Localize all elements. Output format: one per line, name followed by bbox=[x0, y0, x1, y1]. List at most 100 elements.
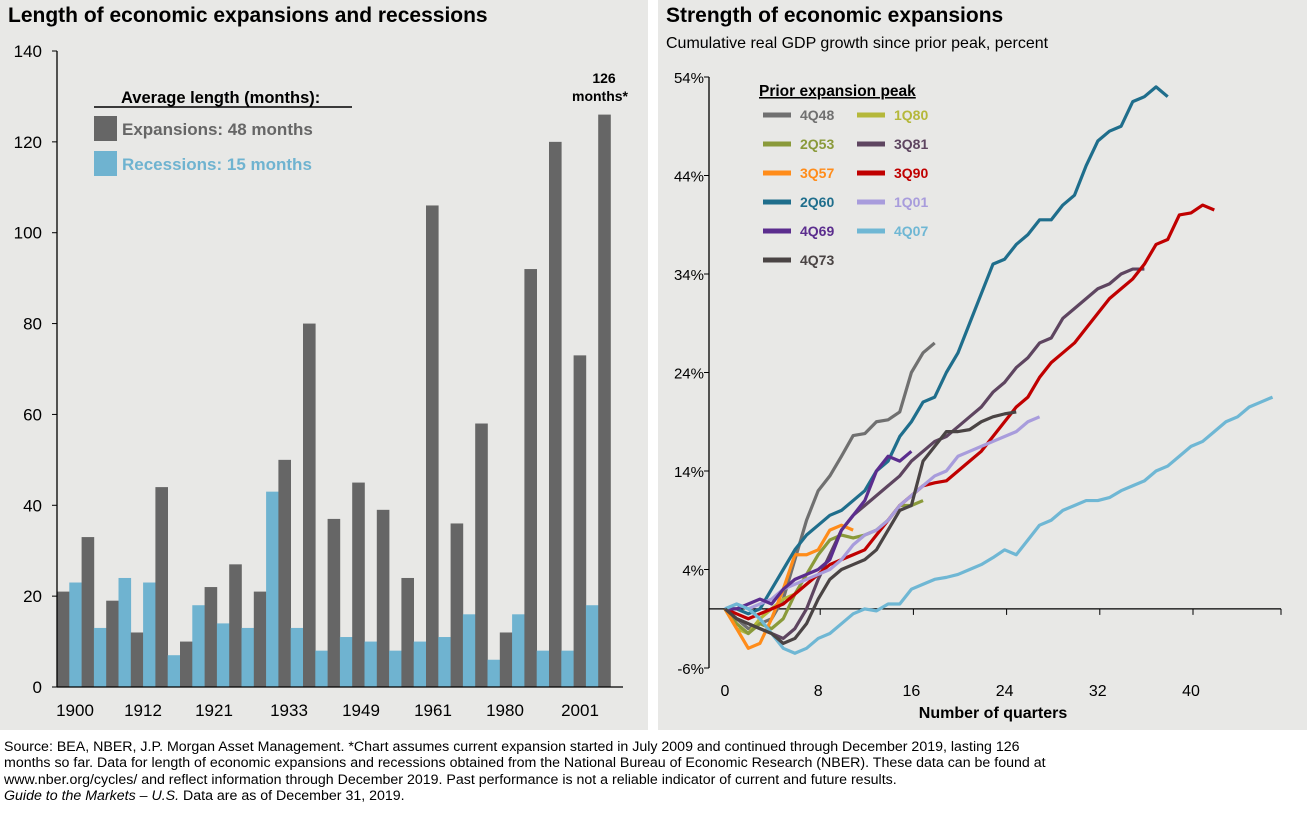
x-tick-label: 8 bbox=[814, 683, 823, 700]
expansion-bar bbox=[499, 632, 513, 687]
expansion-bar bbox=[204, 587, 218, 687]
series-line-4Q07 bbox=[724, 395, 1274, 655]
guide-title: Guide to the Markets – U.S. bbox=[4, 787, 180, 804]
legend-label: 3Q90 bbox=[894, 165, 928, 181]
y-tick-label: 54% bbox=[674, 70, 704, 87]
legend-label: Expansions: 48 months bbox=[122, 120, 313, 139]
recession-bar bbox=[413, 641, 427, 687]
expansion-bar bbox=[180, 641, 193, 687]
recession-bar bbox=[266, 491, 279, 687]
expansion-bar bbox=[376, 509, 390, 687]
x-tick-label: 16 bbox=[903, 683, 921, 700]
x-tick-label: 1980 bbox=[486, 701, 524, 720]
expansion-bar bbox=[426, 205, 439, 687]
line-chart: -6% 4% 14% 24% 34% 44% 54% 0 8 16 24 32 40 Number of … bbox=[674, 70, 1282, 722]
y-tick-label: 80 bbox=[23, 315, 42, 334]
source-note: Source: BEA, NBER, J.P. Morgan Asset Man… bbox=[4, 739, 1046, 788]
legend-label: 4Q69 bbox=[800, 223, 834, 239]
expansion-bar bbox=[549, 141, 562, 687]
legend-label: 1Q01 bbox=[894, 194, 928, 210]
y-tick-label: 4% bbox=[682, 563, 704, 580]
x-axis-label: Number of quarters bbox=[919, 705, 1068, 722]
x-tick-label: 1933 bbox=[270, 701, 308, 720]
y-tick-label: 60 bbox=[23, 405, 42, 424]
expansion-bar bbox=[130, 632, 144, 687]
expansion-bar bbox=[450, 523, 464, 687]
expansion-bar bbox=[253, 591, 267, 687]
x-tick-label: 0 bbox=[721, 683, 730, 700]
expansion-bar bbox=[106, 600, 119, 687]
y-tick-label: 40 bbox=[23, 496, 42, 515]
left-chart-title: Length of economic expansions and recess… bbox=[8, 4, 488, 27]
recession-bar bbox=[118, 577, 132, 687]
legend-label: 4Q48 bbox=[800, 107, 834, 123]
series-line-1Q01 bbox=[724, 415, 1041, 611]
recession-bar bbox=[339, 637, 353, 687]
recession-bar bbox=[462, 614, 476, 687]
x-tick-label: 1921 bbox=[195, 701, 233, 720]
y-tick-label: 24% bbox=[674, 366, 704, 383]
recession-bar bbox=[241, 627, 255, 687]
expansion-bar bbox=[229, 564, 242, 687]
series-line-4Q69 bbox=[725, 450, 913, 611]
legend-swatch bbox=[94, 151, 117, 176]
recession-bar bbox=[167, 655, 181, 687]
y-tick-label: 34% bbox=[674, 267, 704, 284]
annotation-label: 126 bbox=[592, 70, 616, 86]
recession-bar bbox=[143, 582, 156, 687]
legend-title: Prior expansion peak bbox=[759, 83, 916, 100]
recession-bar bbox=[315, 650, 328, 687]
recession-bar bbox=[389, 650, 402, 687]
x-tick-label: 32 bbox=[1089, 683, 1107, 700]
x-tick-label: 24 bbox=[996, 683, 1014, 700]
expansion-bar bbox=[352, 482, 365, 687]
expansion-bar bbox=[81, 537, 95, 687]
series-line-3Q57 bbox=[723, 523, 854, 650]
series-line-3Q90 bbox=[724, 203, 1215, 621]
series-line-4Q73 bbox=[723, 410, 1017, 645]
right-chart-subtitle: Cumulative real GDP growth since prior p… bbox=[666, 35, 1049, 52]
expansion-bar bbox=[303, 323, 316, 687]
recession-bar bbox=[585, 605, 599, 687]
recession-bar bbox=[512, 614, 525, 687]
expansion-bar bbox=[524, 269, 537, 687]
series-line-3Q81 bbox=[723, 267, 1145, 641]
expansion-bar bbox=[401, 577, 414, 687]
legend-label: 4Q73 bbox=[800, 252, 834, 268]
y-tick-label: 44% bbox=[674, 169, 704, 186]
expansions-recessions-panel: Length of economic expansions and recess… bbox=[0, 0, 648, 730]
x-tick-label: 40 bbox=[1182, 683, 1200, 700]
y-tick-label: 140 bbox=[14, 42, 42, 61]
expansion-bar bbox=[327, 518, 341, 687]
recession-bar bbox=[69, 582, 82, 687]
footer-source: Source: BEA, NBER, J.P. Morgan Asset Man… bbox=[4, 739, 1064, 804]
expansion-bar bbox=[573, 355, 587, 687]
legend-label: 3Q81 bbox=[894, 136, 928, 152]
recession-bar bbox=[216, 623, 230, 687]
y-tick-label: 14% bbox=[674, 464, 704, 481]
series-line-2Q60 bbox=[725, 85, 1169, 616]
annotation-label: months* bbox=[572, 88, 629, 104]
x-tick-label: 1912 bbox=[124, 701, 162, 720]
x-tick-label: 1961 bbox=[414, 701, 452, 720]
recession-bar bbox=[536, 650, 550, 687]
legend-label: Recessions: 15 months bbox=[122, 155, 312, 174]
bar-chart: 0 20 40 60 80 100 120 140 1900 1912 1921 1933 1949 19… bbox=[14, 42, 629, 720]
expansion-bar bbox=[155, 487, 168, 687]
legend-swatch bbox=[94, 116, 117, 141]
y-tick-label: 120 bbox=[14, 133, 42, 152]
series-line-4Q48 bbox=[723, 341, 936, 631]
expansion-bar bbox=[598, 114, 611, 688]
recession-bar bbox=[487, 659, 501, 687]
recession-bar bbox=[561, 650, 574, 687]
legend-title: Average length (months): bbox=[121, 89, 320, 107]
y-tick-label: 100 bbox=[14, 224, 42, 243]
data-date: Data are as of December 31, 2019. bbox=[179, 787, 405, 804]
x-tick-label: 1900 bbox=[56, 701, 94, 720]
expansion-bar bbox=[278, 459, 291, 687]
x-tick-label: 2001 bbox=[561, 701, 599, 720]
recession-bar bbox=[192, 605, 205, 687]
legend-label: 1Q80 bbox=[894, 107, 928, 123]
expansion-strength-panel: Strength of economic expansions Cumulati… bbox=[658, 0, 1307, 730]
recession-bar bbox=[290, 627, 304, 687]
